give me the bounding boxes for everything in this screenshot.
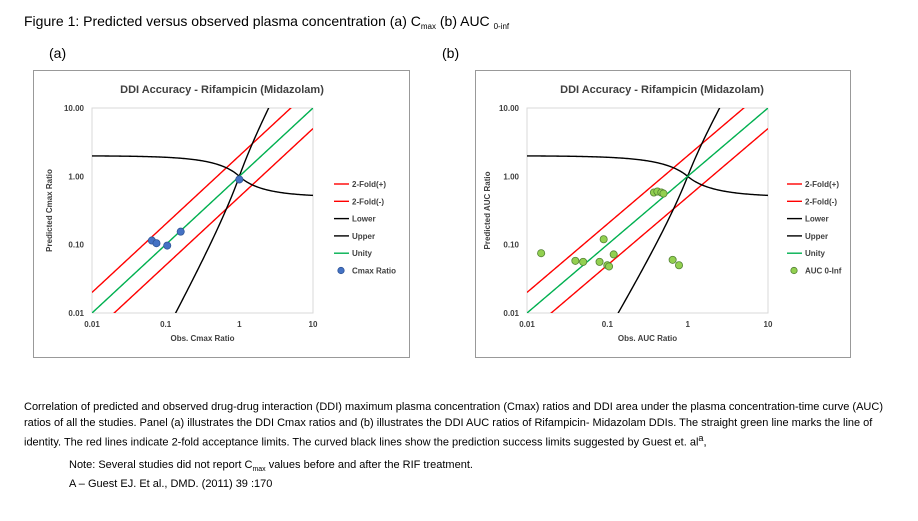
- caption-end: ,: [703, 436, 707, 449]
- data-point: [599, 235, 608, 244]
- y-tick-label: 0.01: [68, 309, 84, 318]
- legend-marker-swatch: [337, 266, 345, 275]
- x-tick-label: 0.01: [84, 320, 100, 329]
- x-tick-label: 0.1: [602, 320, 614, 329]
- two-fold-lower-line: [550, 128, 768, 313]
- unity-line: [92, 108, 313, 313]
- data-point: [609, 250, 618, 259]
- two-fold-upper-line: [527, 108, 745, 293]
- chart-title: DDI Accuracy - Rifampicin (Midazolam): [560, 84, 764, 96]
- legend-label: Lower: [805, 215, 829, 224]
- legend-label: Upper: [352, 232, 375, 241]
- figure-title: Figure 1: Predicted versus observed plas…: [24, 13, 509, 31]
- two-fold-lower-line: [113, 128, 313, 313]
- y-tick-label: 10.00: [499, 104, 520, 113]
- data-point: [674, 261, 683, 270]
- data-point: [595, 257, 604, 266]
- legend-label: 2-Fold(+): [352, 180, 386, 189]
- y-tick-label: 0.10: [503, 241, 519, 250]
- footnote: Note: Several studies did not report Cma…: [69, 458, 473, 492]
- x-tick-label: 1: [685, 320, 690, 329]
- legend-label: AUC 0-Inf: [805, 267, 842, 276]
- x-axis-label: Obs. Cmax Ratio: [170, 334, 234, 343]
- data-point: [605, 262, 614, 271]
- y-tick-label: 10.00: [64, 104, 85, 113]
- guest-lower-limit-line: [617, 176, 768, 313]
- chart-auc: DDI Accuracy - Rifampicin (Midazolam) 0.0…: [475, 70, 851, 358]
- chart-title: DDI Accuracy - Rifampicin (Midazolam): [120, 84, 324, 96]
- y-tick-label: 0.10: [68, 241, 84, 250]
- legend: 2-Fold(+) 2-Fold(-) Lower Upper Unity AUC 0-I…: [787, 180, 842, 276]
- data-point: [163, 241, 172, 250]
- x-tick-label: 10: [764, 320, 773, 329]
- y-tick-label: 1.00: [68, 172, 84, 181]
- figure-title-mid: (b) AUC: [435, 13, 494, 29]
- data-point: [668, 255, 677, 264]
- guest-upper-limit-line: [92, 108, 270, 178]
- y-axis-label: Predicted Cmax Ratio: [45, 169, 54, 252]
- plot-area-border: [526, 107, 769, 314]
- chart-svg: DDI Accuracy - Rifampicin (Midazolam) 0.0…: [483, 84, 842, 343]
- footnote-text-a: Note: Several studies did not report C: [69, 459, 253, 471]
- figure-title-sub-auc: 0-inf: [493, 22, 510, 31]
- data-point: [579, 257, 588, 266]
- legend-label: Unity: [805, 249, 826, 258]
- data-point: [235, 175, 244, 184]
- x-tick-label: 0.01: [519, 320, 535, 329]
- data-point: [571, 256, 580, 265]
- data-points: [537, 187, 683, 271]
- guest-lower-limit-line: [174, 176, 313, 313]
- caption-superscript: a: [698, 433, 704, 443]
- legend-label: 2-Fold(-): [805, 197, 837, 206]
- data-point: [176, 227, 185, 236]
- footnote-sub: max: [252, 466, 266, 474]
- y-axis-label: Predicted AUC Ratio: [483, 171, 492, 249]
- panel-a-label: (a): [49, 45, 67, 61]
- legend: 2-Fold(+) 2-Fold(-) Lower Upper Unity Cmax Ra…: [334, 180, 396, 276]
- legend-label: 2-Fold(+): [805, 180, 839, 189]
- legend-label: Unity: [352, 249, 373, 258]
- figure-title-main: Figure 1: Predicted versus observed plas…: [24, 13, 421, 29]
- guest-upper-limit-line: [527, 108, 721, 178]
- x-axis-label: Obs. AUC Ratio: [618, 334, 677, 343]
- legend-label: Cmax Ratio: [352, 267, 396, 276]
- figure-title-sub-cmax: max: [420, 22, 436, 31]
- two-fold-upper-line: [92, 108, 292, 293]
- chart-svg: DDI Accuracy - Rifampicin (Midazolam) 0.0…: [45, 84, 396, 343]
- legend-label: Lower: [352, 215, 376, 224]
- x-tick-label: 1: [237, 320, 242, 329]
- footnote-reference: A – Guest EJ. Et al., DMD. (2011) 39 :17…: [69, 478, 273, 491]
- figure-caption: Correlation of predicted and observed dr…: [24, 400, 894, 451]
- data-points: [147, 175, 244, 250]
- data-point: [152, 239, 161, 248]
- legend-marker-swatch: [790, 266, 798, 275]
- x-tick-label: 0.1: [160, 320, 172, 329]
- y-tick-label: 0.01: [503, 309, 519, 318]
- plot-area-border: [91, 107, 314, 314]
- reference-lines: [92, 108, 313, 313]
- panel-b-label: (b): [442, 45, 460, 61]
- caption-text: Correlation of predicted and observed dr…: [24, 401, 883, 449]
- data-point: [537, 249, 546, 258]
- legend-label: Upper: [805, 232, 828, 241]
- footnote-text-b: values before and after the RIF treatmen…: [265, 459, 473, 471]
- legend-label: 2-Fold(-): [352, 197, 384, 206]
- x-tick-label: 10: [309, 320, 318, 329]
- chart-cmax: DDI Accuracy - Rifampicin (Midazolam) 0.0…: [33, 70, 410, 358]
- footnote-line-1: Note: Several studies did not report Cma…: [69, 458, 473, 477]
- y-tick-label: 1.00: [503, 172, 519, 181]
- reference-lines: [527, 108, 768, 313]
- data-point: [659, 189, 668, 198]
- unity-line: [527, 108, 768, 313]
